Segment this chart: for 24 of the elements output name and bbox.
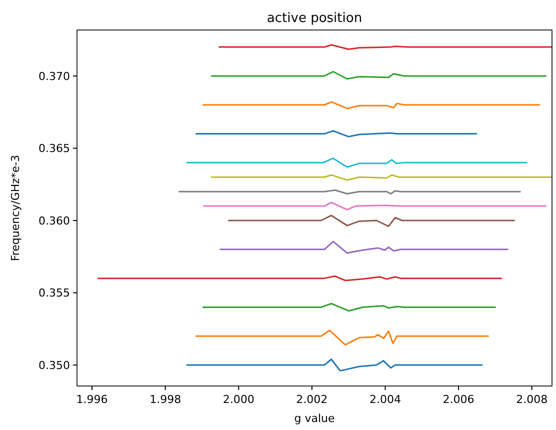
line-series [228,214,515,228]
line-series [220,240,508,254]
y-tick-label: 0.370 [38,70,70,83]
line-series [202,101,540,110]
line-series [210,70,547,80]
x-tick-label: 2.006 [442,393,474,406]
line-series [203,202,547,210]
y-axis-title: Frequency/GHz*e-3 [9,154,22,262]
y-tick-label: 0.365 [38,142,70,156]
x-tick-label: 2.008 [516,393,548,406]
x-tick-label: 2.004 [369,393,401,406]
x-tick-label: 2.000 [222,393,254,406]
line-series [195,330,489,346]
y-tick-label: 0.350 [38,358,70,372]
chart-title: active position [266,11,362,26]
x-axis-title: g value [294,412,335,425]
y-tick-label: 0.360 [38,214,70,228]
x-tick-label: 2.002 [296,393,328,406]
x-tick-label: 1.998 [150,393,182,406]
y-tick-label: 0.355 [38,286,70,300]
line-series [186,158,528,168]
line-series [186,358,483,372]
x-tick-label: 1.996 [76,393,108,406]
line-series [202,302,496,312]
